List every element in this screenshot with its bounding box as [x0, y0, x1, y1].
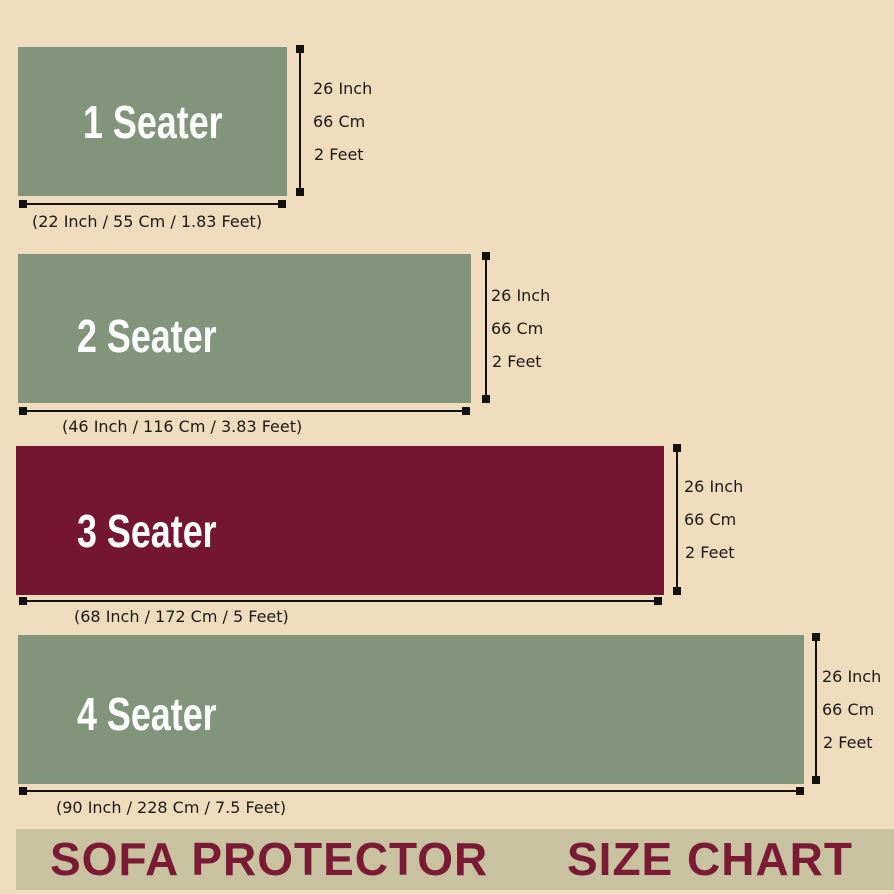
height-feet: 2 Feet	[492, 352, 542, 371]
dimension-endpoint	[654, 597, 662, 605]
height-dimension-line	[299, 49, 301, 192]
dimension-endpoint	[19, 200, 27, 208]
sofa-2-seater-block	[18, 254, 471, 403]
height-feet: 2 Feet	[823, 733, 873, 752]
banner-title-left: SOFA PROTECTOR	[50, 833, 489, 885]
seater-label: 2 Seater	[77, 310, 217, 362]
width-label: (68 Inch / 172 Cm / 5 Feet)	[74, 607, 289, 626]
width-label: (46 Inch / 116 Cm / 3.83 Feet)	[62, 417, 303, 436]
height-feet: 2 Feet	[685, 543, 735, 562]
banner-title-right: SIZE CHART	[567, 833, 853, 885]
height-cm: 66 Cm	[313, 112, 366, 131]
height-inch: 26 Inch	[491, 286, 551, 305]
sofa-3-seater-block	[16, 446, 664, 595]
height-dimension-line	[815, 637, 817, 780]
dimension-endpoint	[278, 200, 286, 208]
seater-label: 4 Seater	[77, 688, 217, 740]
dimension-endpoint	[482, 395, 490, 403]
seater-label: 1 Seater	[83, 96, 223, 148]
width-label: (90 Inch / 228 Cm / 7.5 Feet)	[56, 798, 287, 817]
dimension-endpoint	[296, 45, 304, 53]
height-inch: 26 Inch	[822, 667, 882, 686]
height-dimension-line	[485, 256, 487, 399]
dimension-endpoint	[812, 633, 820, 641]
sofa-4-seater-block	[18, 635, 804, 784]
dimension-endpoint	[296, 188, 304, 196]
seater-label: 3 Seater	[77, 505, 217, 557]
dimension-endpoint	[19, 597, 27, 605]
dimension-endpoint	[482, 252, 490, 260]
height-inch: 26 Inch	[313, 79, 373, 98]
height-inch: 26 Inch	[684, 477, 744, 496]
title-banner	[16, 829, 894, 890]
sofa-1-seater-block	[18, 47, 287, 196]
height-cm: 66 Cm	[822, 700, 875, 719]
width-dimension-line	[22, 410, 466, 412]
height-cm: 66 Cm	[684, 510, 737, 529]
dimension-endpoint	[673, 444, 681, 452]
width-dimension-line	[22, 600, 658, 602]
dimension-endpoint	[812, 776, 820, 784]
width-dimension-line	[22, 203, 282, 205]
dimension-endpoint	[19, 407, 27, 415]
height-feet: 2 Feet	[314, 145, 364, 164]
height-dimension-line	[676, 448, 678, 591]
dimension-endpoint	[462, 407, 470, 415]
dimension-endpoint	[673, 587, 681, 595]
height-cm: 66 Cm	[491, 319, 544, 338]
dimension-endpoint	[19, 787, 27, 795]
width-dimension-line	[22, 790, 800, 792]
width-label: (22 Inch / 55 Cm / 1.83 Feet)	[32, 212, 263, 231]
dimension-endpoint	[796, 787, 804, 795]
